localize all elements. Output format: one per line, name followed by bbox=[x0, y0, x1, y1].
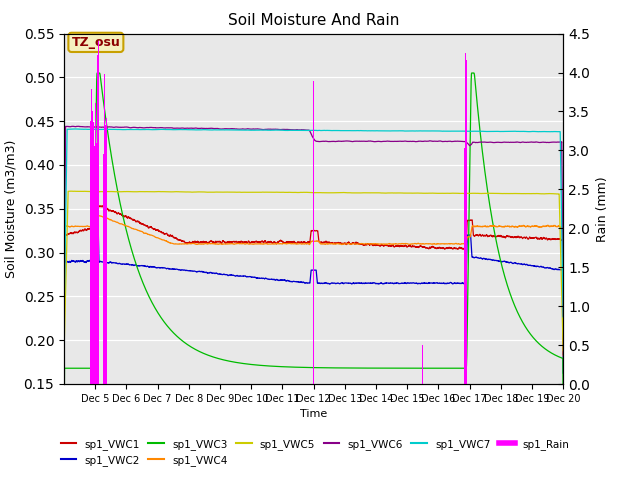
X-axis label: Time: Time bbox=[300, 409, 327, 419]
Y-axis label: Soil Moisture (m3/m3): Soil Moisture (m3/m3) bbox=[5, 140, 18, 278]
Y-axis label: Rain (mm): Rain (mm) bbox=[596, 176, 609, 241]
Text: TZ_osu: TZ_osu bbox=[72, 36, 120, 49]
Legend: sp1_VWC1, sp1_VWC2, sp1_VWC3, sp1_VWC4, sp1_VWC5, sp1_VWC6, sp1_VWC7, sp1_Rain: sp1_VWC1, sp1_VWC2, sp1_VWC3, sp1_VWC4, … bbox=[56, 434, 574, 470]
Title: Soil Moisture And Rain: Soil Moisture And Rain bbox=[228, 13, 399, 28]
